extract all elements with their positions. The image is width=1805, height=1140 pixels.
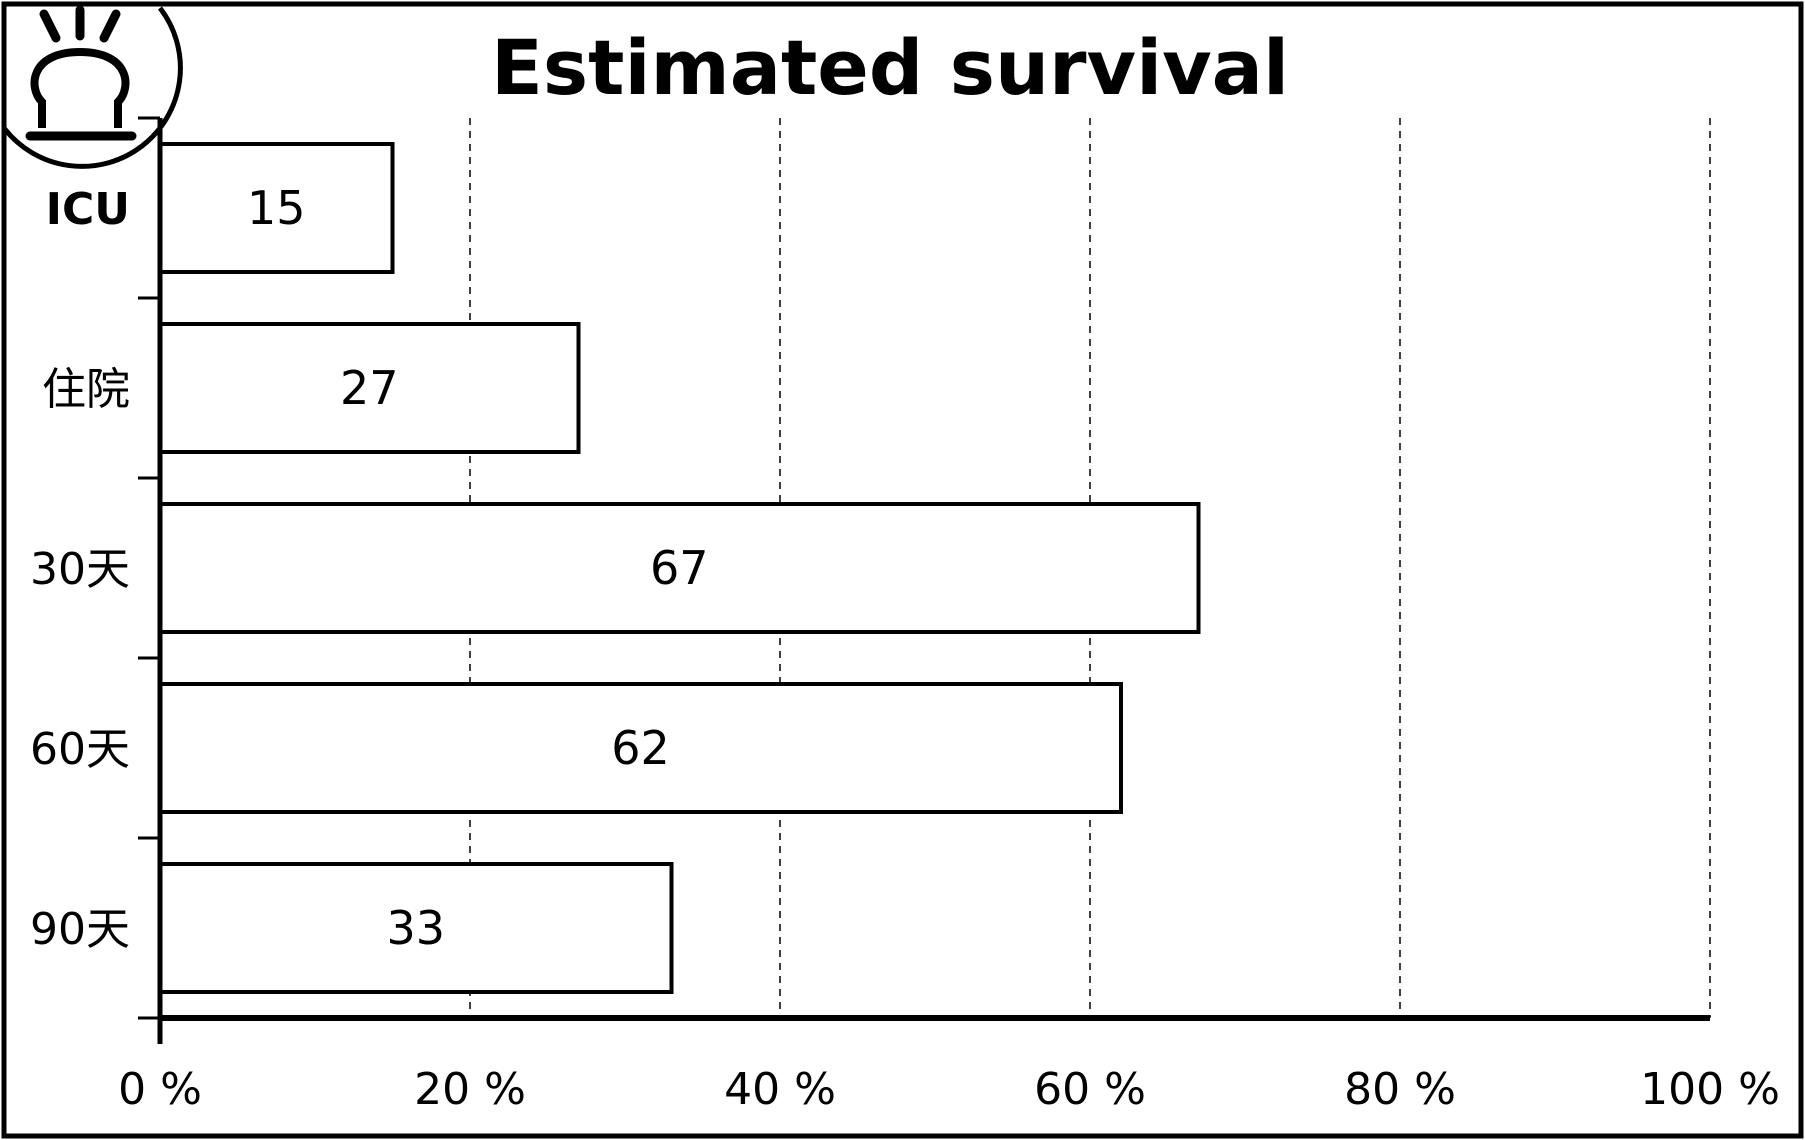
bar [158,322,581,454]
grid-layer [469,118,1711,1018]
data-label: 67 [650,541,709,595]
chart-title: Estimated survival [491,23,1289,112]
category-label: 60天 [30,724,130,775]
bars-layer: 15 27 67 62 33 [158,142,1201,994]
x-tick-label: 100 % [1640,1064,1780,1115]
x-tick-label: 20 % [414,1064,526,1115]
data-label: 62 [611,721,670,775]
x-tick-label: 0 % [118,1064,202,1115]
alarm-light-icon [2,5,183,169]
x-tick-label: 40 % [724,1064,836,1115]
x-tick-label: 60 % [1034,1064,1146,1115]
data-label: 33 [386,901,445,955]
category-label: ICU [46,184,130,235]
category-label: 90天 [30,904,130,955]
bar [158,682,1123,814]
category-label: 30天 [30,544,130,595]
bar [158,862,674,994]
data-label: 27 [340,361,399,415]
axis-layer: ICU 住院 30天 60天 90天 0 % 20 % 40 % 60 % 80 % 100 % [30,116,1780,1115]
bar [158,502,1201,634]
x-tick-label: 80 % [1344,1064,1456,1115]
category-label: 住院 [42,364,130,415]
data-label: 15 [247,181,306,235]
bar [158,142,395,274]
